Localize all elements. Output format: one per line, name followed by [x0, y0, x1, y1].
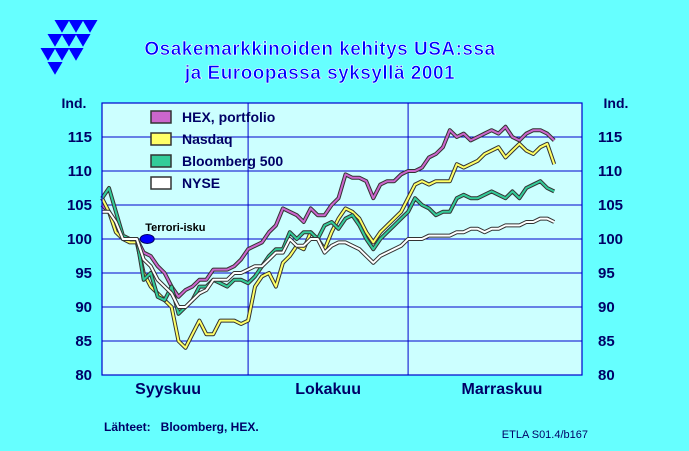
logo-triangle-3: [47, 34, 63, 47]
logo-triangle-4: [61, 34, 77, 47]
chart-title-line-2: ja Euroopassa syksyllä 2001: [184, 63, 455, 84]
y-axis-left: 80 85 90 95 100 105 110 115: [67, 129, 92, 384]
x-month-label-0: Syyskuu: [135, 381, 201, 398]
y-tick-left-2: 90: [75, 299, 92, 316]
etla-logo-icon: [40, 20, 98, 75]
plot-border: [101, 102, 583, 376]
logo-triangle-0: [54, 20, 70, 33]
y-axis-label-left: Ind.: [62, 95, 87, 111]
legend-label-2: Bloomberg 500: [182, 153, 283, 169]
y-tick-right-2: 90: [598, 299, 615, 316]
y-tick-left-6: 110: [68, 163, 92, 180]
series-line-2: [101, 180, 555, 315]
y-tick-right-1: 85: [598, 333, 615, 350]
y-tick-left-5: 105: [67, 197, 92, 214]
logo-triangle-9: [47, 62, 63, 75]
legend-label-0: HEX, portfolio: [182, 109, 275, 125]
legend-swatch-2: [150, 154, 172, 168]
series-line-3: [102, 210, 555, 308]
y-axis-right: 80 85 90 95 100 105 110 115: [598, 129, 623, 384]
y-tick-right-6: 110: [598, 163, 622, 180]
y-tick-right-4: 100: [598, 231, 623, 248]
legend-swatch-3: [150, 176, 172, 190]
legend-swatch-0: [150, 110, 172, 124]
logo-triangle-2: [82, 20, 98, 33]
series-lines: [100, 124, 557, 350]
y-tick-right-0: 80: [598, 367, 615, 384]
logo-triangle-8: [68, 48, 84, 61]
y-tick-right-5: 105: [598, 197, 623, 214]
logo-triangle-7: [54, 48, 70, 61]
logo-triangle-5: [75, 34, 91, 47]
annotation-label: Terrori-isku: [145, 222, 205, 234]
y-tick-left-7: 115: [68, 129, 92, 146]
x-month-label-1: Lokakuu: [295, 381, 361, 398]
annotation-marker: [139, 234, 155, 244]
y-tick-left-4: 100: [67, 231, 92, 248]
y-axis-label-right: Ind.: [604, 95, 629, 111]
x-month-label-2: Marraskuu: [462, 381, 543, 398]
y-tick-left-1: 85: [75, 333, 92, 350]
logo-triangle-6: [40, 48, 56, 61]
legend-label-1: Nasdaq: [182, 131, 233, 147]
y-tick-left-0: 80: [75, 367, 92, 384]
legend-label-3: NYSE: [182, 175, 220, 191]
legend: HEX, portfolio Nasdaq Bloomberg 500 NYSE: [150, 109, 283, 191]
source-note: Lähteet: Bloomberg, HEX.: [104, 420, 259, 434]
y-tick-right-7: 115: [598, 129, 622, 146]
y-tick-left-3: 95: [75, 265, 92, 282]
chart-title-line-1: Osakemarkkinoiden kehitys USA:ssa: [144, 39, 495, 60]
annotation: Terrori-isku: [139, 222, 206, 244]
x-axis: Syyskuu Lokakuu Marraskuu: [135, 381, 542, 398]
logo-triangle-1: [68, 20, 84, 33]
legend-swatch-1: [150, 132, 172, 146]
series-line-0: [101, 125, 555, 298]
figure-code: ETLA S01.4/b167: [502, 429, 588, 441]
series-line-1: [101, 142, 556, 349]
y-tick-right-3: 95: [598, 265, 615, 282]
